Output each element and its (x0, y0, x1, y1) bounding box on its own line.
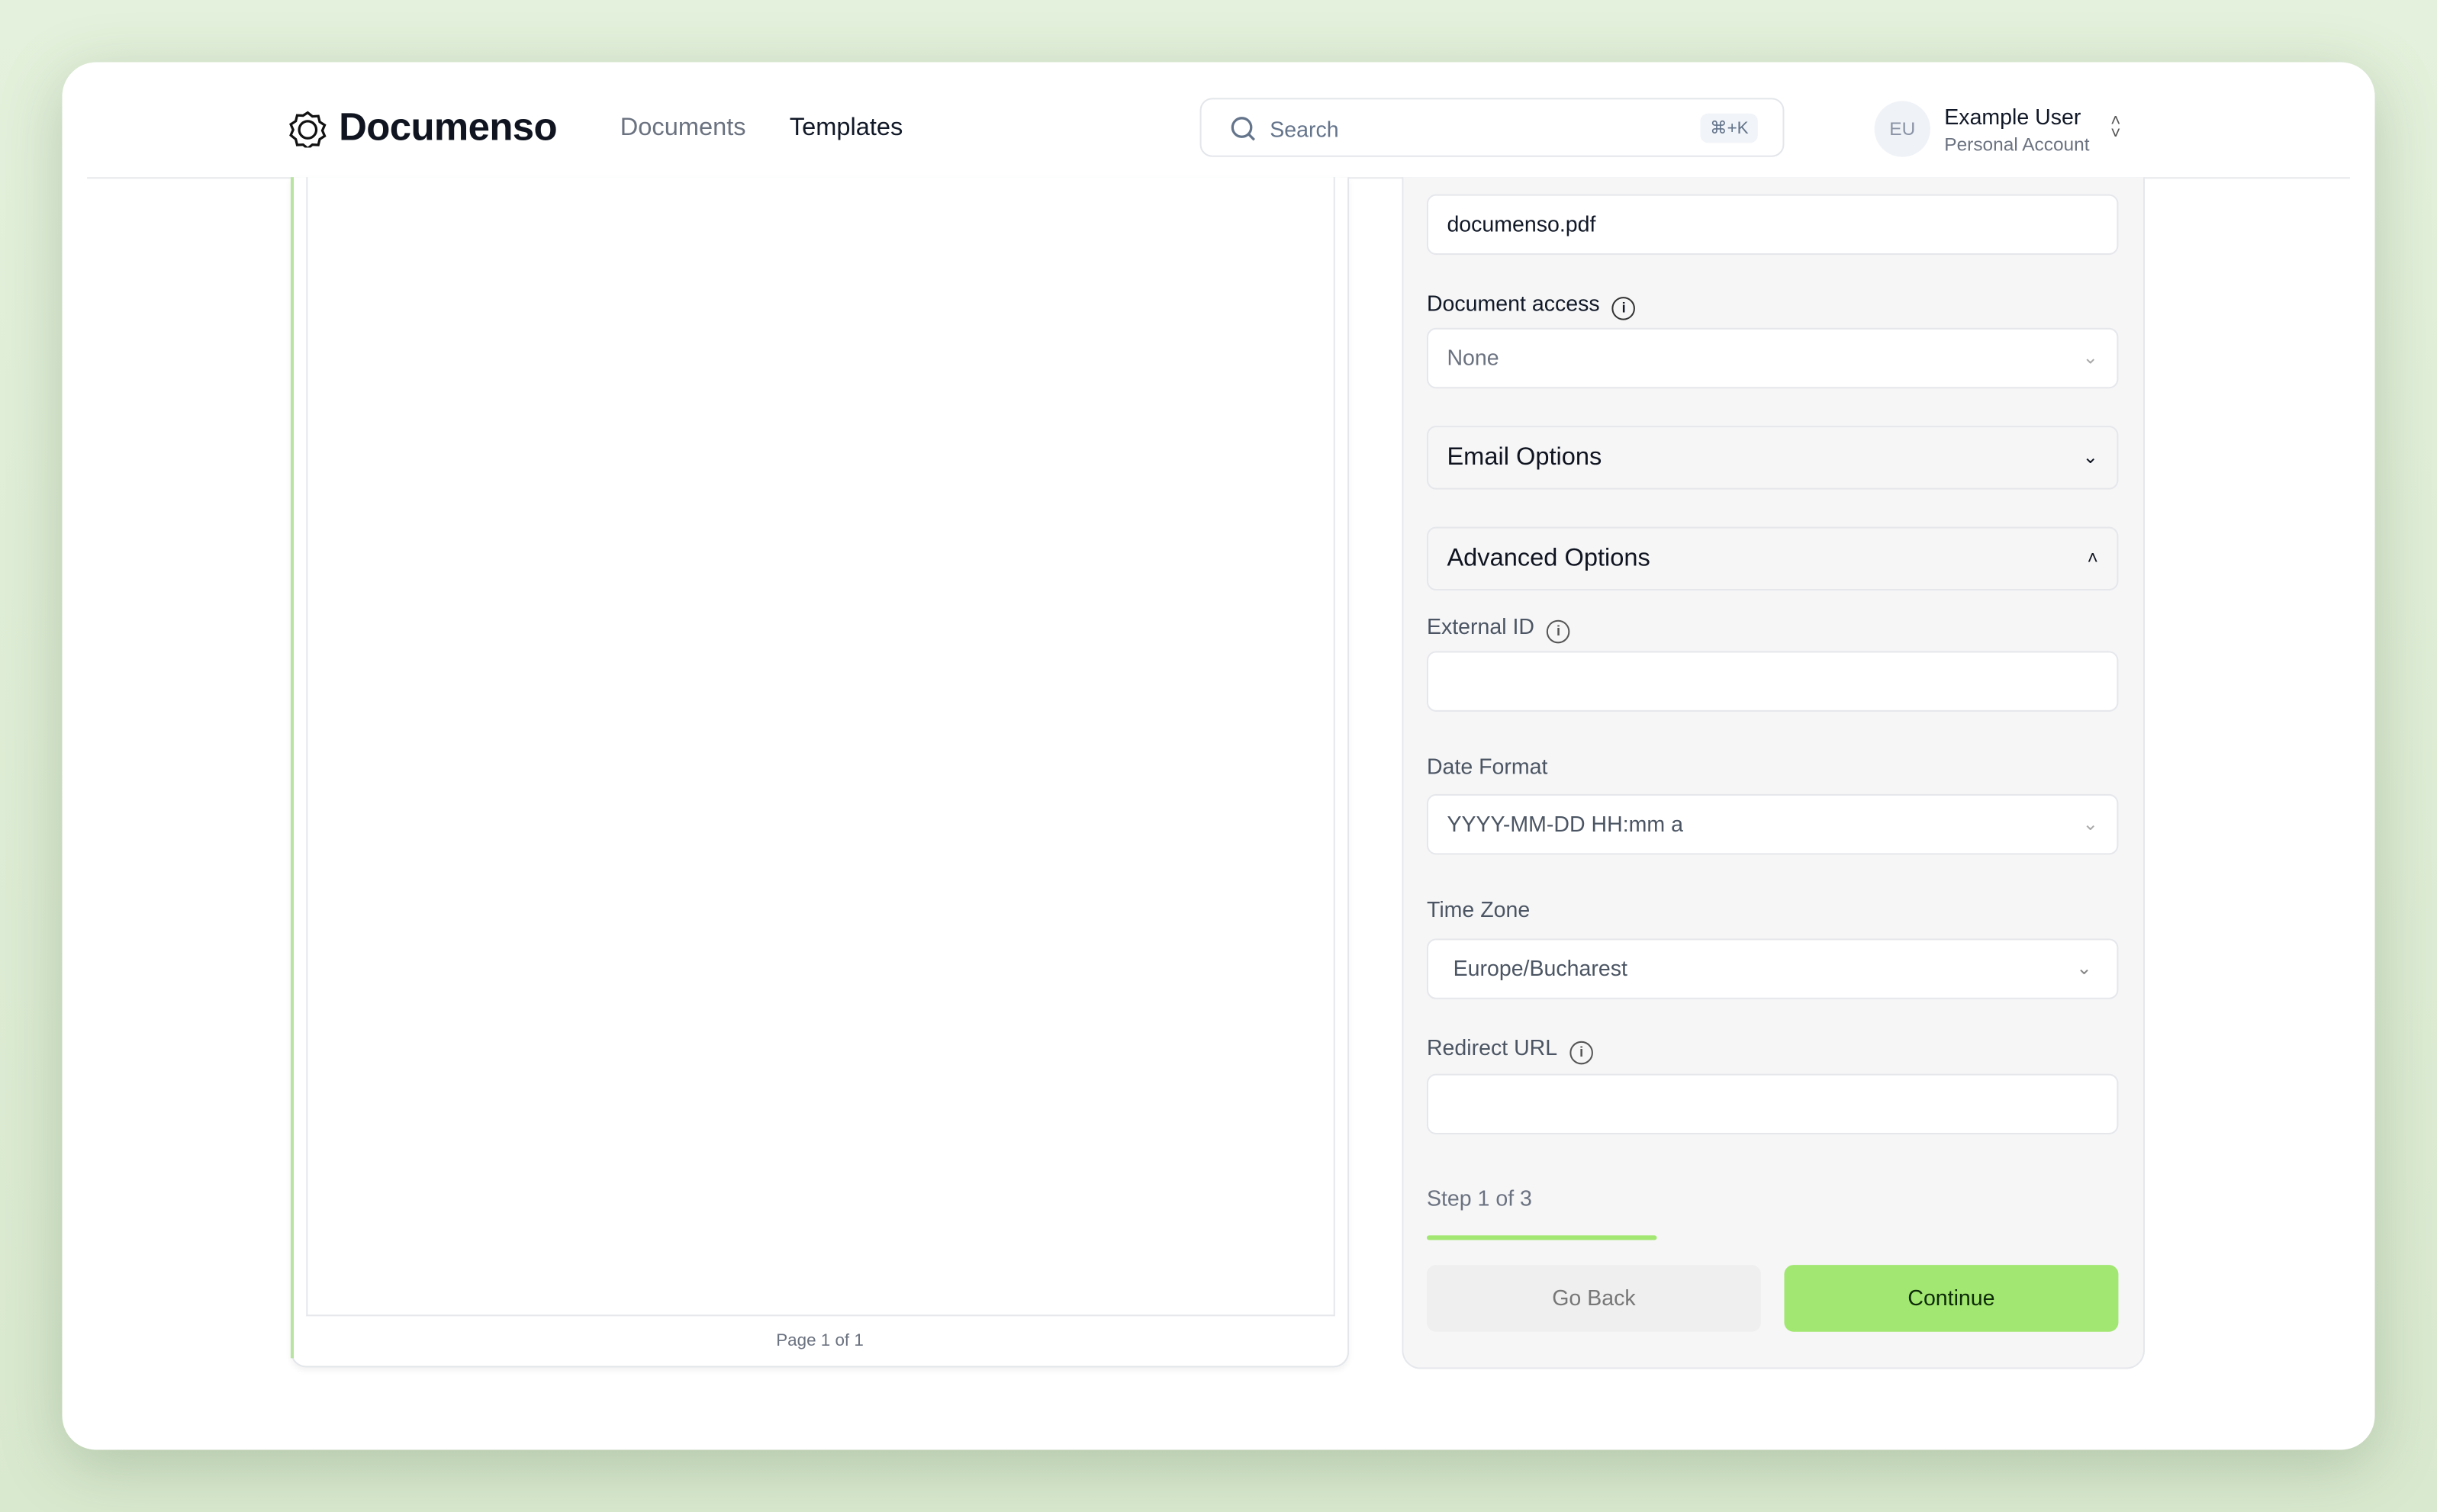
external-id-input[interactable] (1426, 651, 2119, 712)
email-options-toggle[interactable]: Email Options ⌄ (1426, 426, 2119, 490)
avatar[interactable]: EU (1874, 101, 1930, 157)
title-input[interactable]: documenso.pdf (1426, 194, 2119, 256)
chevron-down-icon: ⌄ (2076, 957, 2092, 980)
redirect-url-input[interactable] (1426, 1073, 2119, 1135)
chevron-down-icon: ⌄ (2082, 812, 2098, 835)
document-access-label: Document access i (1427, 291, 1636, 320)
page-indicator: Page 1 of 1 (776, 1331, 864, 1351)
document-viewer (290, 177, 1350, 1368)
step-indicator: Step 1 of 3 (1426, 1185, 1532, 1211)
step-progress-bar (1426, 1235, 2118, 1240)
brand-name[interactable]: Documenso (339, 105, 558, 150)
chevron-down-icon: ⌄ (2082, 446, 2098, 468)
chevron-up-icon: ˄ (2087, 547, 2098, 569)
nav-documents[interactable]: Documents (620, 114, 746, 142)
search-shortcut: ⌘+K (1700, 113, 1758, 143)
account-switcher-chevron-icon[interactable]: ˄ ˅ (2110, 111, 2121, 143)
document-accent-border (290, 177, 294, 1359)
document-page (306, 177, 1335, 1317)
info-icon[interactable]: i (1547, 619, 1570, 644)
chevron-down-icon: ⌄ (2082, 346, 2098, 368)
external-id-label: External ID i (1427, 614, 1570, 644)
time-zone-label: Time Zone (1426, 896, 1531, 922)
redirect-url-label: Redirect URL i (1427, 1035, 1593, 1065)
info-icon[interactable]: i (1611, 297, 1636, 320)
time-zone-select[interactable]: Europe/Bucharest ⌄ (1426, 938, 2119, 999)
advanced-options-toggle[interactable]: Advanced Options ˄ (1426, 526, 2119, 591)
date-format-select[interactable]: YYYY-MM-DD HH:mm a ⌄ (1426, 793, 2119, 855)
go-back-button[interactable]: Go Back (1426, 1265, 1761, 1332)
search-placeholder: Search (1270, 116, 1339, 142)
documenso-logo-icon (289, 111, 327, 148)
user-name[interactable]: Example User (1944, 104, 2081, 130)
nav-templates[interactable]: Templates (789, 114, 903, 142)
search-input[interactable]: Search ⌘+K (1199, 98, 1785, 157)
search-icon (1231, 117, 1256, 141)
date-format-label: Date Format (1426, 753, 1548, 779)
account-name: Personal Account (1944, 134, 2090, 156)
step-progress-fill (1426, 1235, 1658, 1240)
document-access-select[interactable]: None ⌄ (1426, 327, 2119, 389)
info-icon[interactable]: i (1569, 1041, 1593, 1065)
continue-button[interactable]: Continue (1784, 1265, 2119, 1332)
